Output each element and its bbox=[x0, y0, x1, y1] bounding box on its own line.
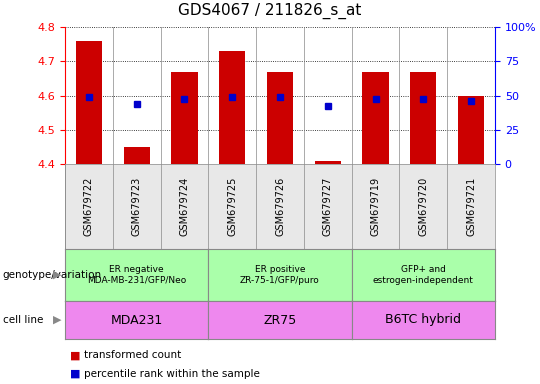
Text: GDS4067 / 211826_s_at: GDS4067 / 211826_s_at bbox=[178, 3, 362, 19]
Bar bbox=[124, 147, 150, 164]
Bar bbox=[362, 71, 389, 164]
Text: ▶: ▶ bbox=[53, 270, 61, 280]
Text: GSM679720: GSM679720 bbox=[418, 177, 428, 236]
Text: cell line: cell line bbox=[3, 315, 43, 325]
Text: ▶: ▶ bbox=[53, 315, 61, 325]
Bar bbox=[267, 71, 293, 164]
Text: GSM679724: GSM679724 bbox=[179, 177, 190, 236]
Text: GFP+ and
estrogen-independent: GFP+ and estrogen-independent bbox=[373, 265, 474, 285]
Text: GSM679723: GSM679723 bbox=[132, 177, 141, 236]
Text: ER negative
MDA-MB-231/GFP/Neo: ER negative MDA-MB-231/GFP/Neo bbox=[87, 265, 186, 285]
Text: ER positive
ZR-75-1/GFP/puro: ER positive ZR-75-1/GFP/puro bbox=[240, 265, 320, 285]
Text: percentile rank within the sample: percentile rank within the sample bbox=[84, 369, 260, 379]
Text: GSM679727: GSM679727 bbox=[323, 177, 333, 236]
Bar bbox=[458, 96, 484, 164]
Bar bbox=[410, 71, 436, 164]
Text: GSM679721: GSM679721 bbox=[466, 177, 476, 236]
Bar bbox=[171, 71, 198, 164]
Text: genotype/variation: genotype/variation bbox=[3, 270, 102, 280]
Text: transformed count: transformed count bbox=[84, 350, 181, 360]
Text: GSM679725: GSM679725 bbox=[227, 177, 237, 236]
Bar bbox=[76, 41, 102, 164]
Text: GSM679722: GSM679722 bbox=[84, 177, 94, 236]
Bar bbox=[315, 161, 341, 164]
Bar bbox=[219, 51, 245, 164]
Text: GSM679726: GSM679726 bbox=[275, 177, 285, 236]
Text: GSM679719: GSM679719 bbox=[370, 177, 381, 236]
Text: ■: ■ bbox=[70, 369, 80, 379]
Text: MDA231: MDA231 bbox=[111, 313, 163, 326]
Text: ZR75: ZR75 bbox=[264, 313, 296, 326]
Text: B6TC hybrid: B6TC hybrid bbox=[386, 313, 461, 326]
Text: ■: ■ bbox=[70, 350, 80, 360]
